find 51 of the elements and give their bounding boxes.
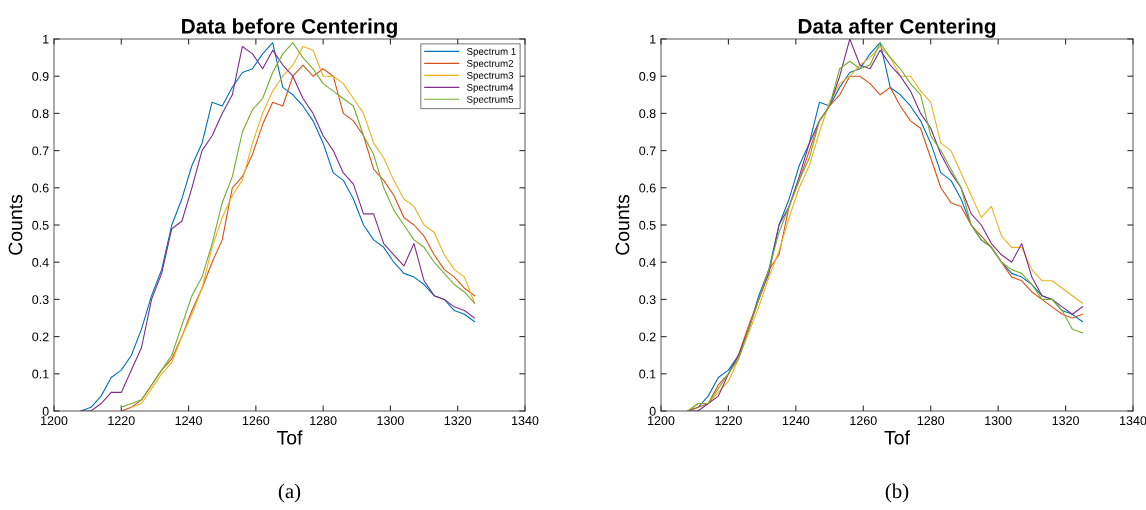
y-tick-label: 0.1: [639, 369, 656, 379]
x-tick-label: 1200: [648, 416, 675, 426]
y-tick-label: 0.5: [639, 220, 656, 230]
chart-title: Data before Centering: [182, 18, 397, 38]
legend-label: Spectrum2: [466, 59, 514, 69]
y-tick-label: 0.7: [639, 146, 656, 156]
y-axis-title: Counts: [8, 194, 23, 255]
x-axis-title: Tof: [884, 430, 910, 445]
x-tick-label: 1280: [310, 416, 337, 426]
x-tick-label: 1220: [108, 416, 135, 426]
legend-label: Spectrum3: [466, 71, 514, 81]
x-tick-label: 1240: [782, 416, 810, 426]
y-tick-label: 0.9: [32, 72, 49, 81]
x-tick-label: 1300: [985, 416, 1012, 426]
y-tick-label: 0.3: [32, 295, 49, 305]
y-tick-label: 1: [43, 34, 49, 44]
text: (b): [885, 483, 909, 503]
y-tick-label: 0.8: [639, 109, 656, 119]
y-axis-title: Counts: [615, 194, 630, 255]
chart-title: Data after Centering: [798, 18, 996, 38]
y-tick-label: 0.8: [32, 109, 49, 119]
y-tick-label: 0.5: [32, 220, 49, 230]
x-tick-label: 1340: [512, 416, 539, 426]
y-tick-label: 0.4: [639, 258, 656, 267]
legend-label: Spectrum5: [466, 95, 514, 105]
x-tick-label: 1220: [715, 416, 742, 426]
x-tick-label: 1320: [444, 416, 472, 426]
y-tick-label: 0.1: [32, 369, 49, 379]
x-tick-label: 1200: [41, 416, 68, 426]
y-tick-label: 0: [42, 406, 49, 416]
y-tick-label: 0.7: [32, 146, 49, 156]
x-tick-label: 1340: [1120, 416, 1146, 426]
x-tick-label: 1280: [917, 416, 945, 426]
y-tick-label: 0.2: [32, 332, 49, 342]
y-tick-label: 0.4: [32, 258, 49, 267]
y-tick-label: 0.3: [639, 295, 656, 305]
x-tick-label: 1300: [377, 416, 404, 426]
x-tick-label: 1240: [175, 416, 202, 426]
y-tick-label: 0.6: [639, 183, 656, 193]
y-tick-label: 1: [650, 34, 656, 44]
y-tick-label: 0.2: [639, 332, 656, 342]
text: (a): [278, 483, 301, 503]
x-tick-label: 1320: [1052, 416, 1079, 426]
x-tick-label: 1260: [242, 416, 270, 426]
legend-label: Spectrum4: [466, 83, 514, 93]
y-tick-label: 0.6: [32, 183, 49, 193]
x-axis-title: Tof: [276, 430, 303, 445]
x-tick-label: 1260: [850, 416, 877, 426]
legend-label: Spectrum 1: [466, 48, 516, 57]
y-tick-label: 0: [649, 406, 656, 416]
y-tick-label: 0.9: [639, 72, 656, 81]
